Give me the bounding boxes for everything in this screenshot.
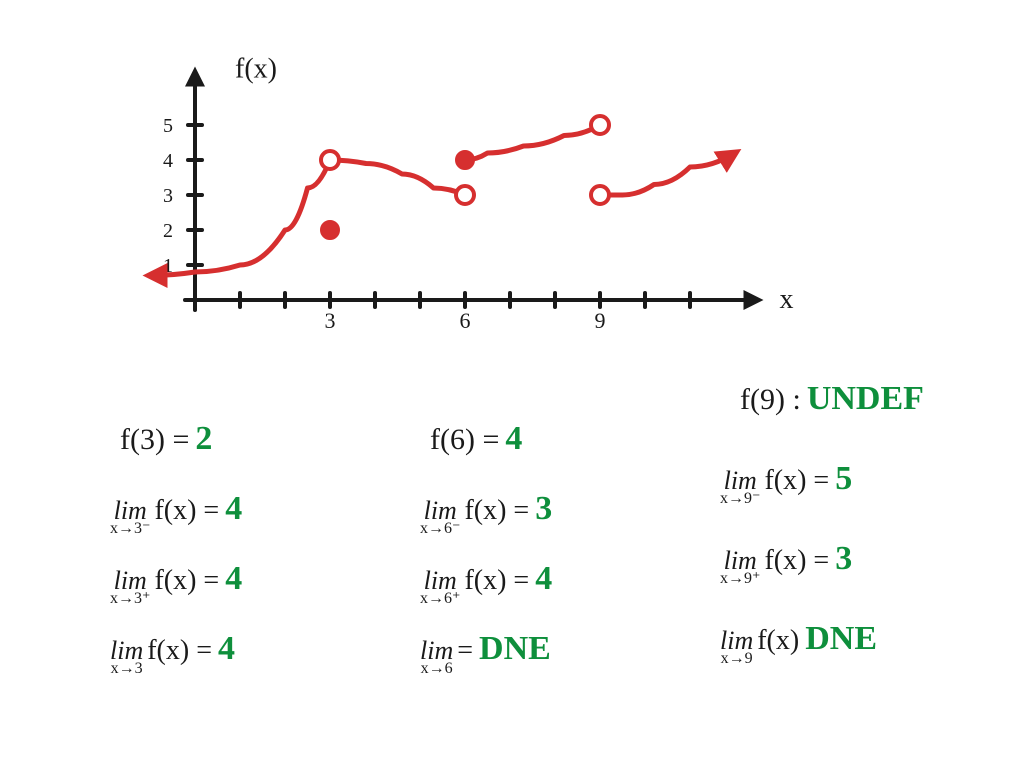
lim-3: lim x→3 f(x) = 4 — [110, 630, 235, 677]
expr: = — [457, 635, 473, 667]
svg-text:3: 3 — [325, 308, 336, 333]
lim-6-plus: lim x→6⁺ f(x) = 4 — [420, 560, 552, 607]
lim-block: lim x→9 — [720, 629, 753, 667]
lim-block: lim x→3⁺ — [110, 569, 150, 607]
value: 4 — [535, 560, 552, 598]
value: 3 — [835, 540, 852, 578]
expr: f(x) = — [764, 465, 829, 497]
f3-value: 2 — [195, 420, 212, 458]
value: 5 — [835, 460, 852, 498]
svg-text:6: 6 — [460, 308, 471, 333]
value: DNE — [479, 630, 551, 668]
whiteboard-canvas: 36912345f(x)x f(3) = 2 lim x→3⁻ f(x) = 4… — [0, 0, 1024, 768]
value: DNE — [805, 620, 877, 658]
value: 3 — [535, 490, 552, 528]
f-of-6: f(6) = 4 — [430, 420, 522, 458]
f6-label: f(6) = — [430, 423, 499, 457]
expr: f(x) = — [154, 495, 219, 527]
lim-6-minus: lim x→6⁻ f(x) = 3 — [420, 490, 552, 537]
f-of-3: f(3) = 2 — [120, 420, 212, 458]
svg-text:3: 3 — [163, 185, 173, 207]
lim-9-minus: lim x→9⁻ f(x) = 5 — [720, 460, 852, 507]
lim-block: lim x→3 — [110, 639, 143, 677]
lim-block: lim x→3⁻ — [110, 499, 150, 537]
f6-value: 4 — [505, 420, 522, 458]
lim-6: lim x→6 = DNE — [420, 630, 551, 677]
f9-value: UNDEF — [807, 380, 924, 418]
lim-3-minus: lim x→3⁻ f(x) = 4 — [110, 490, 242, 537]
f-of-9: f(9) : UNDEF — [740, 380, 924, 418]
expr: f(x) = — [464, 495, 529, 527]
lim-9-plus: lim x→9⁺ f(x) = 3 — [720, 540, 852, 587]
svg-text:5: 5 — [163, 115, 173, 137]
lim-block: lim x→6⁻ — [420, 499, 460, 537]
svg-text:x: x — [780, 284, 794, 315]
svg-text:2: 2 — [163, 220, 173, 242]
lim-block: lim x→6⁺ — [420, 569, 460, 607]
value: 4 — [218, 630, 235, 668]
lim-9: lim x→9 f(x) DNE — [720, 620, 877, 667]
expr: f(x) = — [464, 565, 529, 597]
lim-block: lim x→6 — [420, 639, 453, 677]
lim-3-plus: lim x→3⁺ f(x) = 4 — [110, 560, 242, 607]
svg-text:4: 4 — [163, 150, 173, 172]
f3-label: f(3) = — [120, 423, 189, 457]
expr: f(x) = — [147, 635, 212, 667]
lim-block: lim x→9⁺ — [720, 549, 760, 587]
value: 4 — [225, 560, 242, 598]
svg-text:9: 9 — [595, 308, 606, 333]
lim-block: lim x→9⁻ — [720, 469, 760, 507]
expr: f(x) = — [154, 565, 219, 597]
expr: f(x) = — [764, 545, 829, 577]
expr: f(x) — [757, 625, 799, 657]
svg-text:f(x): f(x) — [235, 54, 277, 85]
f9-label: f(9) : — [740, 383, 801, 417]
value: 4 — [225, 490, 242, 528]
